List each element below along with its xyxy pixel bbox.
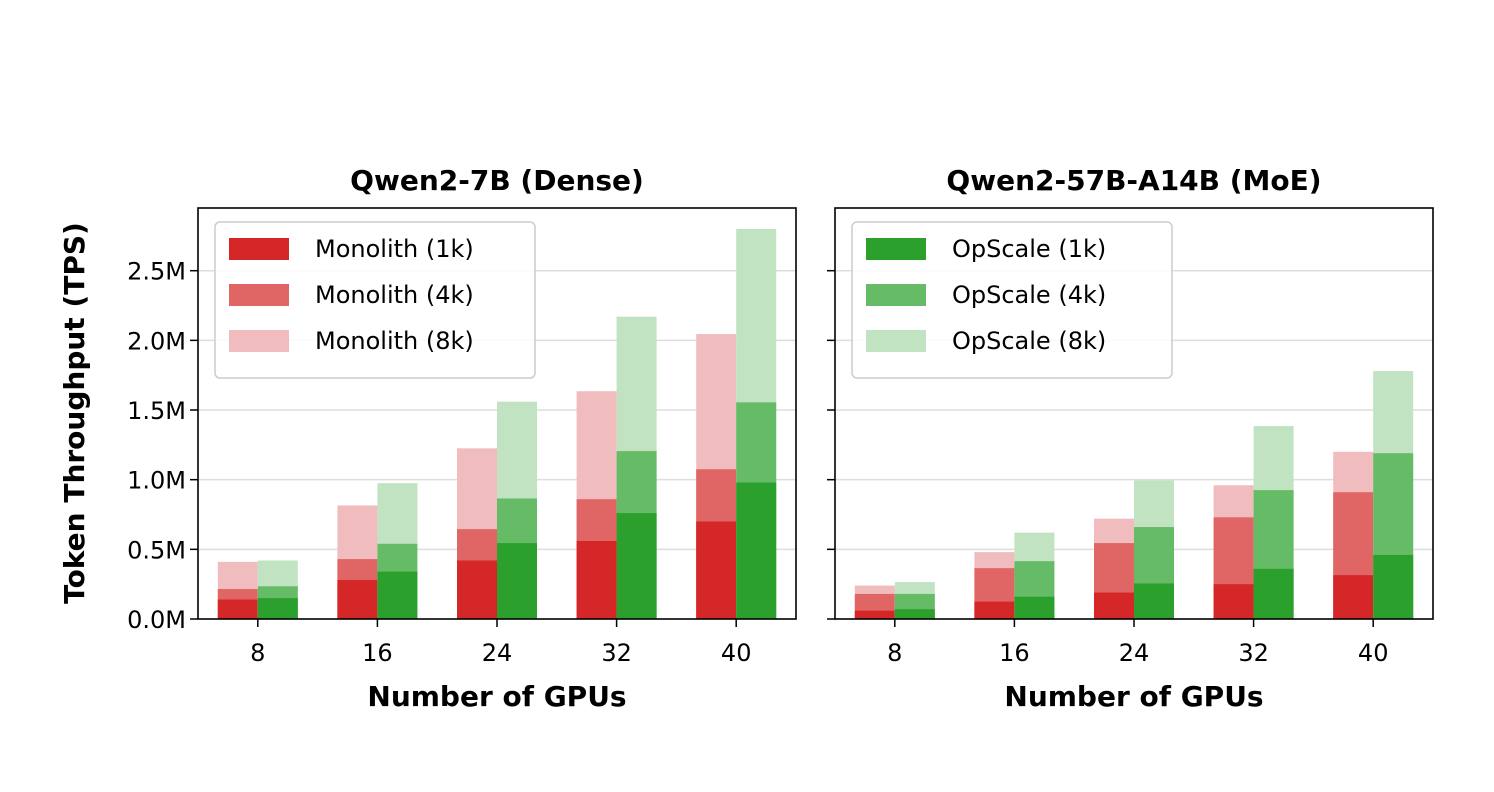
y-tick-label: 2.0M <box>127 327 186 355</box>
x-tick-label: 40 <box>1358 639 1389 667</box>
legend-label: Monolith (4k) <box>315 281 474 309</box>
bar-opscale-1k-40 <box>1373 554 1414 619</box>
y-ticks <box>827 269 835 620</box>
chart-title: Qwen2-7B (Dense) <box>350 164 644 197</box>
chart-title: Qwen2-57B-A14B (MoE) <box>946 164 1321 197</box>
bar-monolith-1k-16 <box>337 579 378 619</box>
bar-monolith-1k-32 <box>1213 584 1254 619</box>
bar-opscale-1k-40 <box>736 482 777 619</box>
legend-box <box>851 221 1173 379</box>
legend: Monolith (1k) Monolith (4k) Monolith (8k) <box>214 221 536 379</box>
y-axis-label: Token Throughput (TPS) <box>58 222 91 604</box>
bar-monolith-1k-8 <box>854 610 895 619</box>
legend: OpScale (1k) OpScale (4k) OpScale (8k) <box>851 221 1173 379</box>
x-axis-label: Number of GPUs <box>1004 680 1263 713</box>
bar-opscale-1k-16 <box>1014 596 1055 619</box>
x-tick-label: 24 <box>1119 639 1150 667</box>
legend-swatch <box>866 284 926 306</box>
x-tick-label: 8 <box>250 639 265 667</box>
x-ticks: 8 16 24 32 40 <box>887 619 1388 667</box>
chart-panel-moe: Qwen2-57B-A14B (MoE) Number of GPUs 8 16 2… <box>827 164 1434 713</box>
bar-monolith-1k-8 <box>217 599 258 619</box>
bars <box>217 228 777 619</box>
bar-monolith-1k-16 <box>974 601 1015 619</box>
bars <box>854 371 1414 619</box>
x-tick-label: 16 <box>999 639 1030 667</box>
y-tick-label: 1.0M <box>127 467 186 495</box>
bar-opscale-1k-8 <box>894 609 935 619</box>
x-tick-label: 24 <box>482 639 513 667</box>
bar-opscale-1k-24 <box>1134 583 1174 619</box>
bar-monolith-1k-40 <box>1333 575 1374 619</box>
x-tick-label: 16 <box>362 639 393 667</box>
bar-opscale-1k-24 <box>497 543 537 619</box>
legend-label: Monolith (1k) <box>315 235 474 263</box>
x-tick-label: 32 <box>601 639 632 667</box>
y-tick-label: 0.0M <box>127 606 186 634</box>
legend-swatch <box>866 238 926 260</box>
legend-label: OpScale (8k) <box>952 327 1106 355</box>
legend-swatch <box>229 238 289 260</box>
bar-monolith-1k-24 <box>457 560 497 619</box>
legend-swatch <box>229 330 289 352</box>
legend-box <box>214 221 536 379</box>
bar-opscale-1k-32 <box>1253 568 1294 619</box>
y-ticks: 0.0M 0.5M 1.0M 1.5M 2.0M 2.5M <box>127 258 198 634</box>
x-axis-label: Number of GPUs <box>367 680 626 713</box>
bar-opscale-1k-8 <box>257 598 298 619</box>
legend-label: OpScale (4k) <box>952 281 1106 309</box>
bar-opscale-1k-32 <box>616 513 657 619</box>
y-tick-label: 2.5M <box>127 258 186 286</box>
y-tick-label: 0.5M <box>127 536 186 564</box>
x-tick-label: 40 <box>721 639 752 667</box>
bar-monolith-1k-24 <box>1094 592 1134 619</box>
bar-opscale-1k-16 <box>377 571 418 619</box>
x-tick-label: 8 <box>887 639 902 667</box>
y-tick-label: 1.5M <box>127 397 186 425</box>
x-tick-label: 32 <box>1238 639 1269 667</box>
legend-label: Monolith (8k) <box>315 327 474 355</box>
bar-monolith-1k-32 <box>576 540 617 619</box>
legend-swatch <box>229 284 289 306</box>
legend-swatch <box>866 330 926 352</box>
legend-label: OpScale (1k) <box>952 235 1106 263</box>
bar-monolith-1k-40 <box>696 521 737 619</box>
chart-panel-dense: Qwen2-7B (Dense) Number of GPUs 8 16 24 32 4… <box>127 164 797 713</box>
x-ticks: 8 16 24 32 40 <box>250 619 751 667</box>
